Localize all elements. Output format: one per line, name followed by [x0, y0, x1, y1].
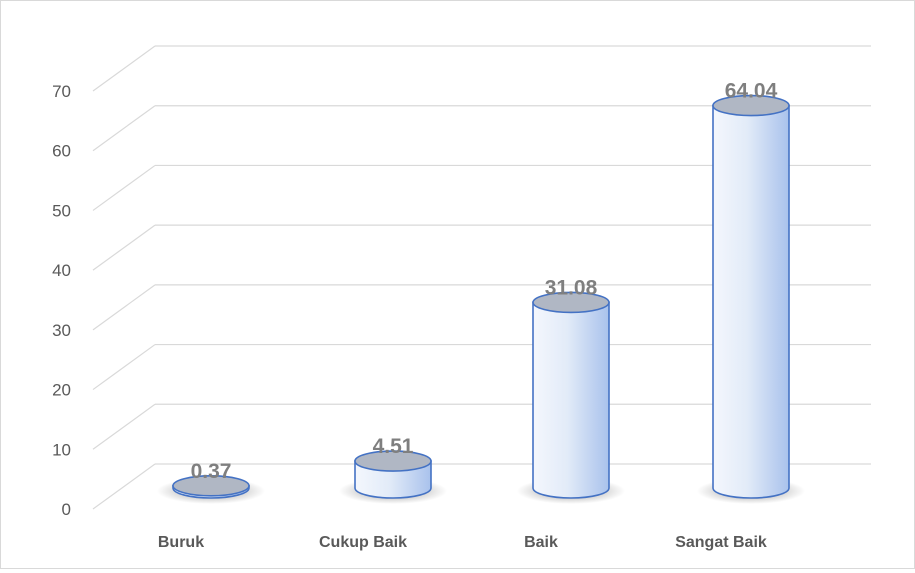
gridline-diagonal	[92, 403, 156, 450]
gridline-diagonal	[92, 45, 156, 92]
gridline-diagonal	[92, 463, 156, 510]
x-axis-ticks: Buruk Cukup Baik Baik Sangat Baik	[158, 534, 767, 551]
y-tick-label: 30	[52, 321, 71, 340]
x-tick-label: Cukup Baik	[319, 534, 407, 551]
gridline-diagonal	[92, 224, 156, 271]
bar-top	[712, 94, 790, 117]
data-label: 0.37	[191, 460, 232, 483]
data-label: 64.04	[725, 80, 778, 103]
y-tick-label: 10	[52, 440, 71, 459]
x-tick-label: Baik	[524, 534, 558, 551]
bar-top	[172, 474, 250, 497]
y-tick-label: 60	[52, 142, 71, 161]
gridline-diagonal	[92, 344, 156, 391]
gridline-diagonal	[92, 164, 156, 211]
gridline-diagonal	[92, 284, 156, 331]
y-tick-label: 40	[52, 261, 71, 280]
data-label: 4.51	[373, 435, 414, 458]
bar-body	[532, 301, 610, 499]
bars	[172, 94, 790, 499]
bar	[354, 450, 432, 499]
y-tick-label: 0	[62, 500, 71, 519]
y-tick-label: 20	[52, 381, 71, 400]
y-axis-ticks: 0 10 20 30 40 50 60 70	[52, 82, 71, 519]
data-label: 31.08	[545, 276, 598, 299]
bar	[532, 291, 610, 499]
x-tick-label: Buruk	[158, 534, 204, 551]
x-tick-label: Sangat Baik	[675, 534, 767, 551]
y-tick-label: 50	[52, 201, 71, 220]
bar-top	[532, 291, 610, 314]
gridline-diagonal	[92, 105, 156, 152]
bar	[712, 94, 790, 499]
bar-top	[354, 450, 432, 472]
y-tick-label: 70	[52, 82, 71, 101]
data-labels: 0.37 4.51 31.08 64.04	[191, 80, 778, 483]
bar-shadows	[157, 478, 805, 504]
bar-body	[712, 104, 790, 499]
bar	[172, 474, 250, 499]
